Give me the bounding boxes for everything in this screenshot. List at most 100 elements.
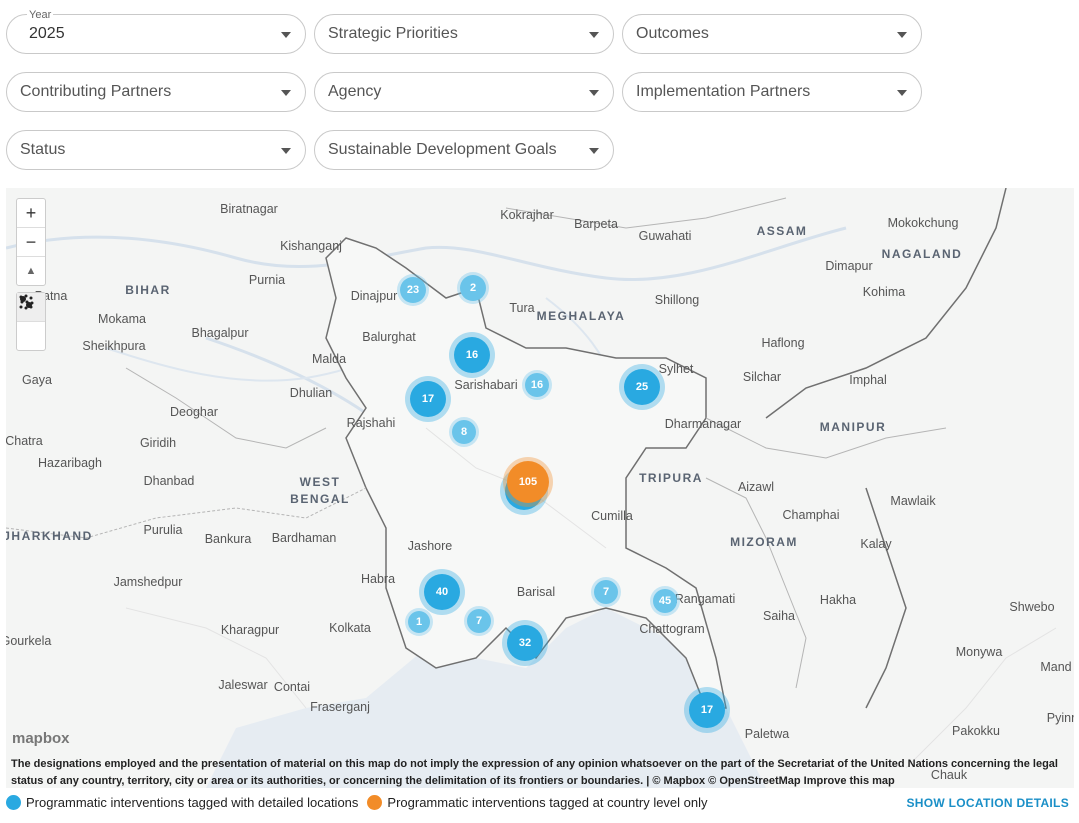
mapbox-logo: mapbox [12, 730, 70, 747]
compass-button[interactable]: ▲ [25, 265, 37, 277]
place-label: Jaleswar [218, 678, 268, 692]
cluster-marker[interactable]: 17 [410, 381, 446, 417]
detail-legend-swatch [6, 795, 21, 810]
map-canvas[interactable]: BIHAR MEGHALAYA ASSAM NAGALAND MANIPUR T… [6, 188, 1074, 788]
place-label: Dharmanagar [664, 417, 742, 431]
place-label: Jashore [407, 539, 453, 553]
implementation-partners-select[interactable]: Implementation Partners [622, 72, 922, 112]
chevron-down-icon [589, 148, 599, 154]
place-label: Deoghar [170, 405, 218, 419]
detail-legend-label: Programmatic interventions tagged with d… [26, 795, 359, 810]
place-label: Chatra [6, 434, 43, 448]
region-label: NAGALAND [881, 247, 963, 261]
place-label: Hazaribagh [38, 456, 102, 470]
year-label: Year [27, 9, 54, 21]
strategic-priorities-select[interactable]: Strategic Priorities [314, 14, 614, 54]
chevron-down-icon [589, 90, 599, 96]
region-label: MIZORAM [730, 535, 798, 549]
place-label: Habra [360, 572, 396, 586]
cluster-marker[interactable]: 23 [400, 277, 426, 303]
place-label: Jamshedpur [113, 575, 183, 589]
place-label: Dinajpur [350, 289, 398, 303]
zoom-out-button[interactable]: − [17, 228, 45, 257]
cluster-marker[interactable]: 105 [507, 461, 549, 503]
status-label: Status [20, 141, 66, 158]
place-label: Chattogram [639, 622, 705, 636]
points-view-button[interactable] [17, 294, 45, 350]
place-label: Barisal [516, 585, 556, 599]
strategic-priorities-label: Strategic Priorities [328, 25, 458, 42]
outcomes-select[interactable]: Outcomes [622, 14, 922, 54]
zoom-in-button[interactable]: + [17, 199, 45, 228]
cluster-marker[interactable]: 16 [525, 373, 549, 397]
place-label: Pyinr [1046, 711, 1074, 725]
place-label: Pakokku [952, 724, 1000, 738]
place-label: Kalay [860, 537, 892, 551]
chevron-down-icon [281, 148, 291, 154]
cluster-marker[interactable]: 8 [452, 420, 476, 444]
region-label: WEST [299, 475, 341, 489]
show-location-details-button[interactable]: SHOW LOCATION DETAILS [906, 796, 1069, 810]
map-disclaimer: The designations employed and the presen… [11, 758, 1058, 787]
place-label: Silchar [742, 370, 782, 384]
place-label: Giridih [139, 436, 177, 450]
cluster-marker[interactable]: 7 [467, 609, 491, 633]
place-label: Sarishabari [454, 378, 518, 392]
cluster-marker[interactable]: 40 [424, 574, 460, 610]
place-label: Chauk [930, 768, 968, 782]
place-label: Guwahati [638, 229, 692, 243]
dots-grid-icon [19, 294, 34, 310]
place-label: Mawlaik [890, 494, 936, 508]
agency-select[interactable]: Agency [314, 72, 614, 112]
place-label: Kolkata [329, 621, 371, 635]
place-label: Rangamati [674, 592, 736, 606]
place-label: Haflong [761, 336, 805, 350]
cluster-marker[interactable]: 2 [460, 275, 486, 301]
place-label: Fraserganj [310, 700, 370, 714]
place-label: Shwebo [1009, 600, 1055, 614]
place-label: Aizawl [737, 480, 775, 494]
region-label: MANIPUR [819, 420, 887, 434]
sdgs-label: Sustainable Development Goals [328, 141, 557, 158]
cluster-marker[interactable]: 45 [653, 589, 677, 613]
cluster-marker[interactable]: 1 [408, 611, 430, 633]
chevron-down-icon [281, 32, 291, 38]
cluster-marker[interactable]: 7 [594, 580, 618, 604]
place-label: Gaya [22, 373, 52, 387]
place-label: Tura [509, 301, 535, 315]
year-select[interactable]: Year 2025 [6, 9, 306, 54]
contributing-partners-select[interactable]: Contributing Partners [6, 72, 306, 112]
mapbox-logo-text: mapbox [12, 730, 70, 747]
cluster-marker[interactable]: 17 [689, 692, 725, 728]
place-label: Kharagpur [220, 623, 280, 637]
region-label: TRIPURA [639, 471, 703, 485]
place-label: Balurghat [362, 330, 416, 344]
place-label: Sylhet [658, 362, 694, 376]
place-label: Bhagalpur [191, 326, 249, 340]
chevron-down-icon [897, 32, 907, 38]
place-label: Purnia [248, 273, 286, 287]
cluster-marker[interactable]: 32 [507, 625, 543, 661]
place-label: Bankura [204, 532, 252, 546]
sdgs-select[interactable]: Sustainable Development Goals [314, 130, 614, 170]
place-label: Malda [311, 352, 347, 366]
chevron-down-icon [281, 90, 291, 96]
status-select[interactable]: Status [6, 130, 306, 170]
region-label: ASSAM [756, 224, 808, 238]
legend: Programmatic interventions tagged with d… [6, 795, 708, 810]
cluster-marker[interactable]: 25 [624, 369, 660, 405]
place-label: Mokokchung [887, 216, 959, 230]
region-label: MEGHALAYA [536, 309, 626, 323]
chevron-down-icon [897, 90, 907, 96]
cluster-marker[interactable]: 16 [454, 337, 490, 373]
place-label: Shillong [654, 293, 700, 307]
outcomes-label: Outcomes [636, 25, 709, 42]
place-label: Imphal [849, 373, 887, 387]
place-label: Kishanganj [280, 239, 342, 253]
region-label: BENGAL [290, 492, 350, 506]
place-label: Mand [1040, 660, 1072, 674]
place-label: Saiha [763, 609, 795, 623]
place-label: Biratnagar [220, 202, 278, 216]
region-label: BIHAR [125, 283, 171, 297]
place-label: Dhanbad [143, 474, 195, 488]
